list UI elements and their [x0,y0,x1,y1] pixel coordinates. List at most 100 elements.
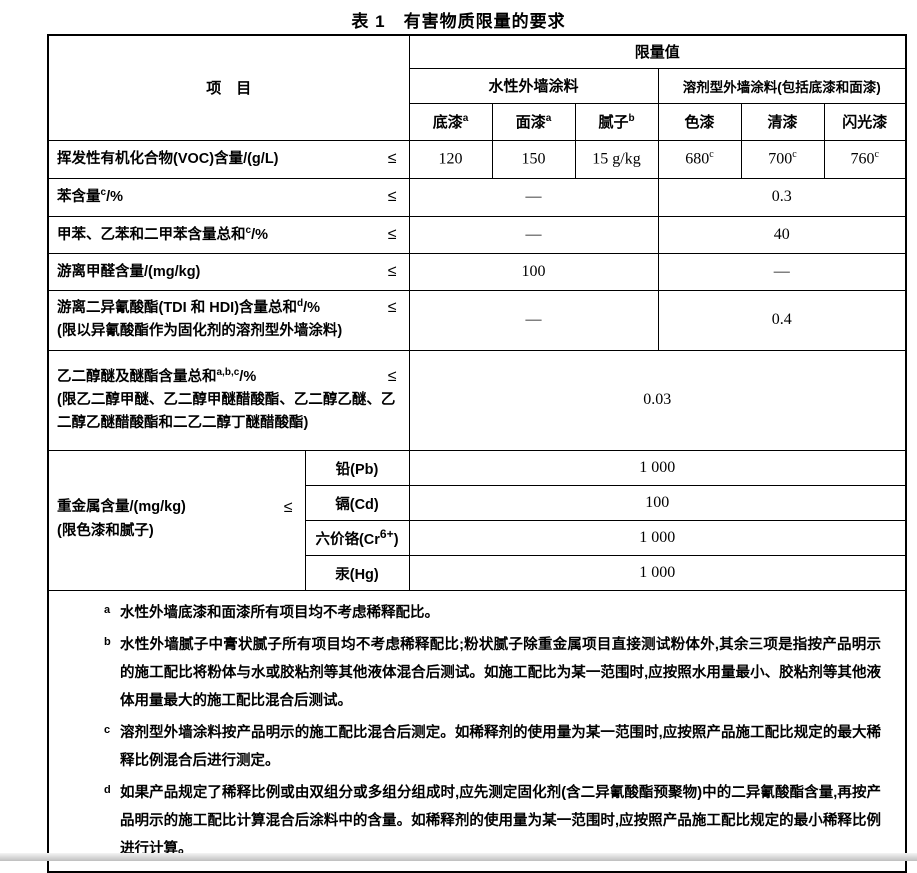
hazardous-substance-limits-table: 项 目 限量值 水性外墙涂料 溶剂型外墙涂料(包括底漆和面漆) 底漆a 面漆a … [47,34,908,873]
footnotes-cell: a 水性外墙底漆和面漆所有项目均不考虑稀释配比。 b 水性外墙腻子中膏状腻子所有… [47,589,907,872]
header-waterborne-group: 水性外墙涂料 [408,67,659,104]
heavy-metal-mercury-name: 汞(Hg) [304,554,410,591]
heavy-metals-label: 重金属含量/(mg/kg) [57,499,186,516]
formaldehyde-value-solvent: — [657,252,907,291]
less-equal-symbol: ≤ [387,262,397,280]
row-glycol-label-cell: 乙二醇醚及醚酯含量总和a,b,c/% ≤ (限乙二醇甲醚、乙二醇甲醚醋酸酯、乙二… [47,349,410,451]
benzene-value-waterborne: — [408,177,659,217]
voc-value-varnish-text: 700 [768,150,793,168]
voc-value-putty: 15 g/kg [574,139,659,179]
col-header-glitter-paint: 闪光漆 [823,102,907,141]
heavy-metal-mercury-value: 1 000 [408,554,907,591]
heavy-metal-chromium-name-sup: 6+ [379,526,394,541]
row-heavy-metal-chromium: 六价铬(Cr6+) 1 000 [48,519,907,556]
footnote-a: a 水性外墙底漆和面漆所有项目均不考虑稀释配比。 [102,599,881,627]
row-benzene-label-cell: 苯含量c/% ≤ [47,177,410,217]
voc-value-pigmented: 680c [657,139,742,179]
row-toluene-label-post: /% [251,226,268,243]
row-heavy-metal-mercury: 汞(Hg) 1 000 [48,554,907,591]
row-voc-label-cell: 挥发性有机化合物(VOC)含量/(g/L) ≤ [47,139,410,179]
row-benzene-label-post: /% [106,188,123,205]
row-glycol-ethers: 乙二醇醚及醚酯含量总和a,b,c/% ≤ (限乙二醇甲醚、乙二醇甲醚醋酸酯、乙二… [47,349,907,451]
toluene-value-solvent: 40 [657,215,907,254]
row-toluene-label-text: 甲苯、乙苯和二甲苯含量总和 [57,226,246,243]
row-footnotes: a 水性外墙底漆和面漆所有项目均不考虑稀释配比。 b 水性外墙腻子中膏状腻子所有… [47,589,907,872]
heavy-metal-lead-value: 1 000 [408,449,907,486]
heavy-metals-scope-note: (限色漆和腻子) [57,523,154,540]
heavy-metal-chromium-name-text: 六价铬(Cr [315,531,380,548]
footnote-a-text: 水性外墙底漆和面漆所有项目均不考虑稀释配比。 [120,604,439,621]
less-equal-symbol: ≤ [387,299,397,317]
row-glycol-label-post: /% [239,368,257,385]
col-header-putty-sup: b [628,113,635,124]
footnote-b-mark: b [104,635,111,648]
row-formaldehyde: 游离甲醛含量/(mg/kg) ≤ 100 — [47,252,907,291]
header-solvent-group: 溶剂型外墙涂料(包括底漆和面漆) [657,67,907,104]
col-header-varnish: 清漆 [740,102,825,141]
row-diisocyanate-label-cell: 游离二异氰酸酯(TDI 和 HDI)含量总和d/% ≤ (限以异氰酸酯作为固化剂… [47,289,410,351]
footnote-a-mark: a [104,603,111,616]
col-header-topcoat-label: 面漆 [515,114,546,131]
heavy-metal-mercury-name-text: 汞(Hg) [335,566,379,583]
heavy-metal-cadmium-value: 100 [408,484,907,521]
voc-value-pigmented-sup: c [709,149,714,161]
header-item: 项 目 [47,34,410,141]
row-glycol-label: 乙二醇醚及醚酯含量总和a,b,c/% [57,365,256,388]
voc-value-varnish-sup: c [792,149,797,161]
row-glycol-label-text: 乙二醇醚及醚酯含量总和 [57,368,217,385]
voc-value-pigmented-text: 680 [685,150,710,168]
heavy-metal-chromium-name: 六价铬(Cr6+) [304,519,410,556]
col-header-primer-label: 底漆 [432,114,463,131]
voc-value-topcoat-text: 150 [521,150,546,168]
voc-value-varnish: 700c [740,139,825,179]
row-toluene-xylene: 甲苯、乙苯和二甲苯含量总和c/% ≤ — 40 [47,215,907,254]
heavy-metal-lead-name-text: 铅(Pb) [335,461,379,478]
voc-value-primer-text: 120 [438,150,463,168]
footnote-c-text: 溶剂型外墙涂料按产品明示的施工配比混合后测定。如稀释剂的使用量为某一范围时,应按… [120,724,882,769]
col-header-pigmented-paint-label: 色漆 [684,114,715,131]
row-benzene-label: 苯含量c/% [57,185,123,208]
col-header-putty: 腻子b [574,102,659,141]
less-equal-symbol: ≤ [387,367,397,385]
toluene-value-waterborne: — [408,215,659,254]
heavy-metal-chromium-name-post: ) [393,531,399,548]
voc-value-topcoat: 150 [491,139,576,179]
row-diisocyanate-scope-note: (限以异氰酸酯作为固化剂的溶剂型外墙涂料) [57,323,343,340]
less-equal-symbol: ≤ [387,225,397,243]
row-toluene-label: 甲苯、乙苯和二甲苯含量总和c/% [57,223,268,246]
footnote-c: c 溶剂型外墙涂料按产品明示的施工配比混合后测定。如稀释剂的使用量为某一范围时,… [102,719,881,775]
header-row-1: 项 目 限量值 [47,34,907,141]
row-voc-label: 挥发性有机化合物(VOC)含量/(g/L) [57,147,279,170]
row-diisocyanate: 游离二异氰酸酯(TDI 和 HDI)含量总和d/% ≤ (限以异氰酸酯作为固化剂… [47,289,907,351]
col-header-pigmented-paint: 色漆 [657,102,742,141]
header-limit-value: 限量值 [408,34,907,69]
row-formaldehyde-label-cell: 游离甲醛含量/(mg/kg) ≤ [47,252,410,291]
row-toluene-label-cell: 甲苯、乙苯和二甲苯含量总和c/% ≤ [47,215,410,254]
row-diisocyanate-label-sup: d [297,298,304,310]
col-header-putty-label: 腻子 [598,114,629,131]
row-diisocyanate-label-text: 游离二异氰酸酯(TDI 和 HDI)含量总和 [57,300,298,317]
row-formaldehyde-label: 游离甲醛含量/(mg/kg) [57,260,200,283]
footnote-d-text: 如果产品规定了稀释比例或由双组分或多组分组成时,应先测定固化剂(含二异氰酸酯预聚… [120,784,882,857]
footnote-d-mark: d [104,783,111,796]
col-header-topcoat-sup: a [545,113,552,124]
diisocyanate-value-solvent: 0.4 [657,289,907,351]
col-header-primer-sup: a [462,113,469,124]
less-equal-symbol: ≤ [387,150,397,167]
voc-value-glitter: 760c [823,139,907,179]
diisocyanate-value-waterborne: — [408,289,659,351]
voc-value-primer: 120 [408,139,493,179]
voc-value-putty-text: 15 g/kg [592,150,641,168]
row-heavy-metal-cadmium: 镉(Cd) 100 [48,484,907,521]
col-header-varnish-label: 清漆 [767,114,798,131]
row-voc-label-text: 挥发性有机化合物(VOC)含量/(g/L) [57,150,279,167]
heavy-metals-label-cell: 重金属含量/(mg/kg) ≤ (限色漆和腻子) [47,449,306,591]
page-title: 表 1 有害物质限量的要求 [351,12,566,31]
col-header-topcoat: 面漆a [491,102,576,141]
col-header-primer: 底漆a [408,102,493,141]
row-formaldehyde-label-text: 游离甲醛含量/(mg/kg) [57,263,201,280]
row-benzene-label-sup: c [100,187,107,198]
voc-value-glitter-text: 760 [850,150,875,168]
glycol-value-all: 0.03 [408,349,907,451]
